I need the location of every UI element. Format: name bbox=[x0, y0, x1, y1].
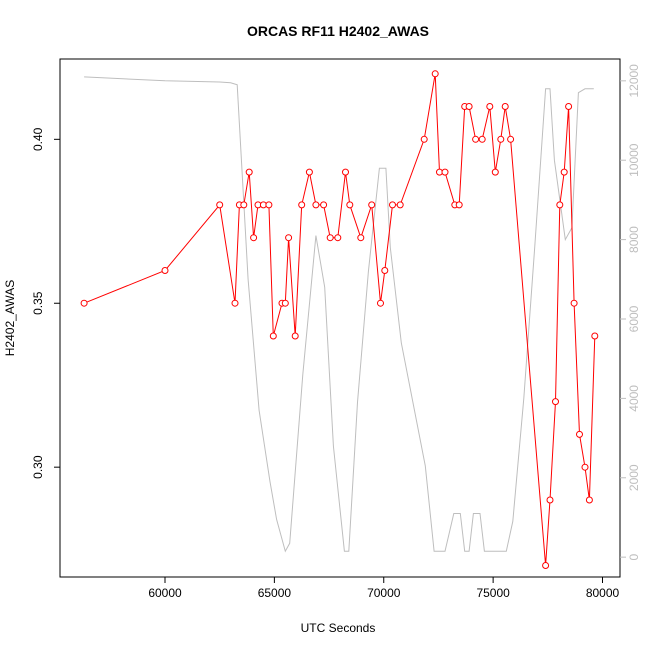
data-point bbox=[381, 267, 389, 274]
y-tick-label: 0.35 bbox=[31, 291, 45, 315]
data-point bbox=[245, 168, 253, 176]
data-point bbox=[507, 135, 515, 143]
chart-title: ORCAS RF11 H2402_AWAS bbox=[247, 23, 429, 39]
y2-tick-label: 2000 bbox=[627, 464, 641, 491]
data-point bbox=[305, 168, 313, 176]
data-point bbox=[312, 201, 320, 209]
data-point bbox=[431, 70, 439, 78]
x-axis: 60000 65000 70000 75000 80000 bbox=[148, 577, 620, 600]
data-point bbox=[240, 201, 248, 209]
data-point bbox=[478, 135, 486, 143]
y2-tick-label: 8000 bbox=[627, 226, 641, 253]
data-point bbox=[377, 299, 384, 307]
data-point bbox=[320, 201, 328, 209]
x-tick-label: 80000 bbox=[586, 586, 620, 600]
data-point bbox=[250, 234, 258, 242]
data-point bbox=[546, 496, 554, 504]
y-axis: 0.30 0.35 0.40 bbox=[31, 127, 60, 479]
x-tick-label: 60000 bbox=[148, 586, 182, 600]
data-point bbox=[441, 168, 449, 176]
data-point bbox=[465, 103, 473, 110]
data-point bbox=[455, 201, 463, 209]
data-point bbox=[285, 234, 293, 242]
data-point bbox=[368, 201, 376, 209]
secondary-series-line bbox=[84, 76, 594, 553]
data-point bbox=[420, 135, 428, 143]
y-axis-label: H2402_AWAS bbox=[3, 280, 17, 356]
data-point bbox=[216, 201, 224, 209]
data-point bbox=[389, 201, 396, 209]
data-point bbox=[291, 332, 299, 340]
data-point bbox=[342, 168, 349, 176]
data-point bbox=[231, 299, 239, 307]
series-layer bbox=[80, 70, 599, 569]
data-point bbox=[591, 332, 599, 340]
secondary-y-axis: 0 2000 4000 6000 8000 10000 12000 bbox=[620, 64, 641, 560]
data-point bbox=[357, 234, 365, 242]
data-point bbox=[326, 234, 334, 242]
data-point bbox=[542, 562, 550, 569]
x-tick-label: 65000 bbox=[258, 586, 292, 600]
data-point bbox=[560, 168, 568, 176]
data-point bbox=[486, 103, 494, 110]
plot-frame bbox=[59, 58, 621, 578]
data-point bbox=[585, 496, 593, 504]
data-point bbox=[396, 201, 404, 209]
x-axis-label: UTC Seconds bbox=[301, 621, 376, 635]
data-point bbox=[570, 299, 578, 307]
y2-tick-label: 12000 bbox=[627, 64, 641, 98]
data-point bbox=[581, 463, 589, 471]
data-point bbox=[346, 201, 354, 209]
data-point bbox=[281, 299, 289, 307]
data-point bbox=[265, 201, 273, 209]
y-tick-label: 0.30 bbox=[31, 455, 45, 479]
y2-tick-label: 4000 bbox=[627, 385, 641, 412]
y2-tick-label: 6000 bbox=[627, 305, 641, 332]
data-point bbox=[501, 103, 509, 110]
data-point bbox=[556, 201, 564, 209]
data-point bbox=[497, 135, 505, 143]
data-point bbox=[269, 332, 277, 340]
data-point bbox=[298, 201, 306, 209]
data-point bbox=[565, 103, 573, 110]
data-point bbox=[576, 430, 583, 438]
y-tick-label: 0.40 bbox=[31, 127, 45, 151]
data-point bbox=[491, 168, 499, 176]
data-point bbox=[334, 234, 342, 242]
x-tick-label: 70000 bbox=[367, 586, 401, 600]
y2-tick-label: 10000 bbox=[627, 143, 641, 177]
primary-series-line bbox=[83, 73, 596, 566]
data-point bbox=[80, 299, 88, 307]
data-point bbox=[552, 398, 559, 406]
data-point bbox=[161, 267, 169, 274]
y2-tick-label: 0 bbox=[627, 553, 641, 560]
data-point bbox=[472, 135, 480, 143]
x-tick-label: 75000 bbox=[476, 586, 510, 600]
